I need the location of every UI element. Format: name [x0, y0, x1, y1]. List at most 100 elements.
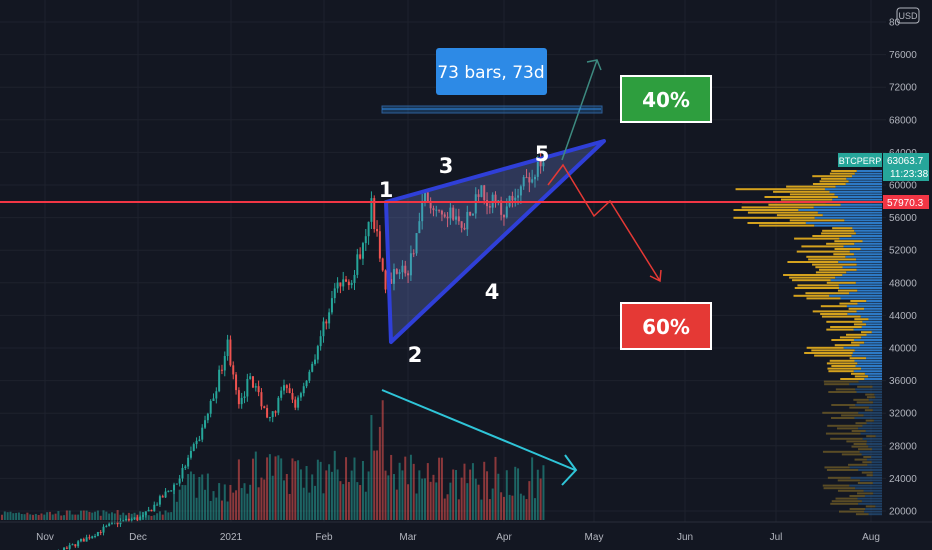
volume-profile-bar: [829, 172, 855, 175]
volume-trend-arrow[interactable]: [381, 389, 578, 486]
volume-profile-bar: [798, 209, 882, 211]
candle-body: [150, 509, 153, 512]
candle-body: [342, 279, 345, 287]
volume-bar: [381, 400, 384, 520]
volume-profile-bar: [868, 375, 882, 378]
candle-body: [274, 411, 277, 413]
volume-bar: [178, 489, 181, 520]
volume-profile-bar: [866, 474, 873, 477]
volume-profile-bar: [733, 209, 799, 211]
volume-bar: [79, 510, 82, 520]
volume-profile-bar: [864, 409, 873, 412]
volume-profile-bar: [859, 479, 882, 482]
wave-label-3: 3: [439, 154, 454, 178]
level-price-badge[interactable]: [883, 195, 929, 209]
volume-profile-bar: [831, 339, 854, 341]
symbol-badge[interactable]: [838, 153, 882, 167]
volume-bar: [463, 463, 466, 520]
volume-profile-bar: [835, 185, 882, 188]
volume-profile-bar: [857, 289, 882, 292]
volume-bar: [223, 484, 226, 520]
volume-profile-bar: [868, 318, 882, 321]
volume-bar: [37, 515, 40, 520]
last-price-badge[interactable]: [883, 153, 929, 181]
volume-profile-bar: [768, 203, 841, 206]
volume-bar: [229, 484, 232, 520]
volume-profile-bar: [854, 458, 867, 461]
volume-profile-bar: [821, 177, 847, 180]
volume-profile-bar: [849, 357, 867, 360]
volume-profile-bar: [856, 258, 882, 261]
time-axis[interactable]: Nov Dec 2021 Feb Mar Apr May Jun Jul Aug: [0, 521, 932, 543]
volume-profile-bar: [812, 310, 857, 313]
volume-bar: [23, 514, 26, 520]
candle-body: [99, 531, 102, 533]
volume-bar: [483, 461, 486, 520]
price-tick-label: 28000: [889, 441, 917, 452]
volume-profile-bar: [796, 250, 850, 253]
candle-body: [392, 269, 395, 284]
volume-bar: [243, 483, 246, 520]
volume-bar: [189, 471, 192, 520]
volume-profile-bar: [805, 292, 850, 295]
bull-target-box[interactable]: [620, 75, 712, 123]
bearish-arrow[interactable]: [547, 163, 662, 283]
volume-bar: [373, 450, 376, 520]
price-tick-label: 76000: [889, 50, 917, 61]
volume-bar: [40, 513, 43, 520]
volume-profile-bar: [857, 362, 882, 365]
volume-profile-bar: [822, 450, 860, 453]
candle-body: [266, 408, 269, 418]
volume-bar: [263, 479, 266, 520]
volume-bar: [175, 501, 178, 520]
volume-bar: [361, 460, 364, 520]
volume-profile-bar: [773, 190, 830, 193]
volume-bar: [497, 473, 500, 520]
candle-body: [102, 526, 105, 533]
currency-badge[interactable]: [896, 7, 920, 24]
volume-bar: [384, 470, 387, 520]
volume-profile-bar: [735, 188, 825, 191]
candle-body: [528, 177, 531, 183]
volume-profile-bar: [831, 404, 856, 406]
candle-body: [373, 198, 376, 230]
volume-bar: [51, 514, 54, 520]
volume-profile-bar: [858, 427, 882, 430]
price-tick-label: 72000: [889, 83, 917, 94]
candle-body: [189, 450, 192, 458]
candle-body: [404, 265, 407, 274]
date-range-measure[interactable]: [381, 105, 603, 114]
time-tick-label: Jun: [677, 532, 693, 543]
price-axis[interactable]: 8076000720006800064000600005600052000480…: [889, 18, 917, 518]
symbol-label: BTCPERP: [839, 156, 882, 166]
volume-profile-bar: [863, 456, 872, 458]
volume-bar: [164, 510, 167, 520]
volume-bar: [82, 510, 85, 520]
volume-bar: [353, 457, 356, 520]
triangle-pattern[interactable]: [384, 139, 606, 344]
wave-label-1: 1: [379, 178, 394, 202]
volume-bar: [220, 500, 223, 520]
volume-profile-bar: [801, 245, 844, 248]
bear-target-box[interactable]: [620, 302, 712, 350]
volume-bar: [15, 512, 18, 520]
volume-bar: [77, 514, 80, 520]
volume-profile-bar: [855, 281, 882, 284]
volume-bar: [156, 513, 159, 520]
volume-bar: [48, 511, 51, 520]
volume-bar: [74, 514, 77, 520]
volume-bar: [345, 457, 348, 520]
candle-body: [243, 396, 246, 398]
volume-profile-bar: [861, 331, 872, 334]
volume-profile-bar: [849, 495, 865, 497]
bullish-arrow[interactable]: [561, 59, 602, 161]
volume-profile-bar: [851, 354, 882, 357]
candle-body: [347, 281, 350, 286]
price-tick-label: 56000: [889, 213, 917, 224]
volume-profile-bar: [853, 339, 882, 341]
candle-body: [170, 490, 173, 492]
volume-profile-bar: [817, 211, 882, 214]
volume-profile-bar: [822, 229, 855, 232]
